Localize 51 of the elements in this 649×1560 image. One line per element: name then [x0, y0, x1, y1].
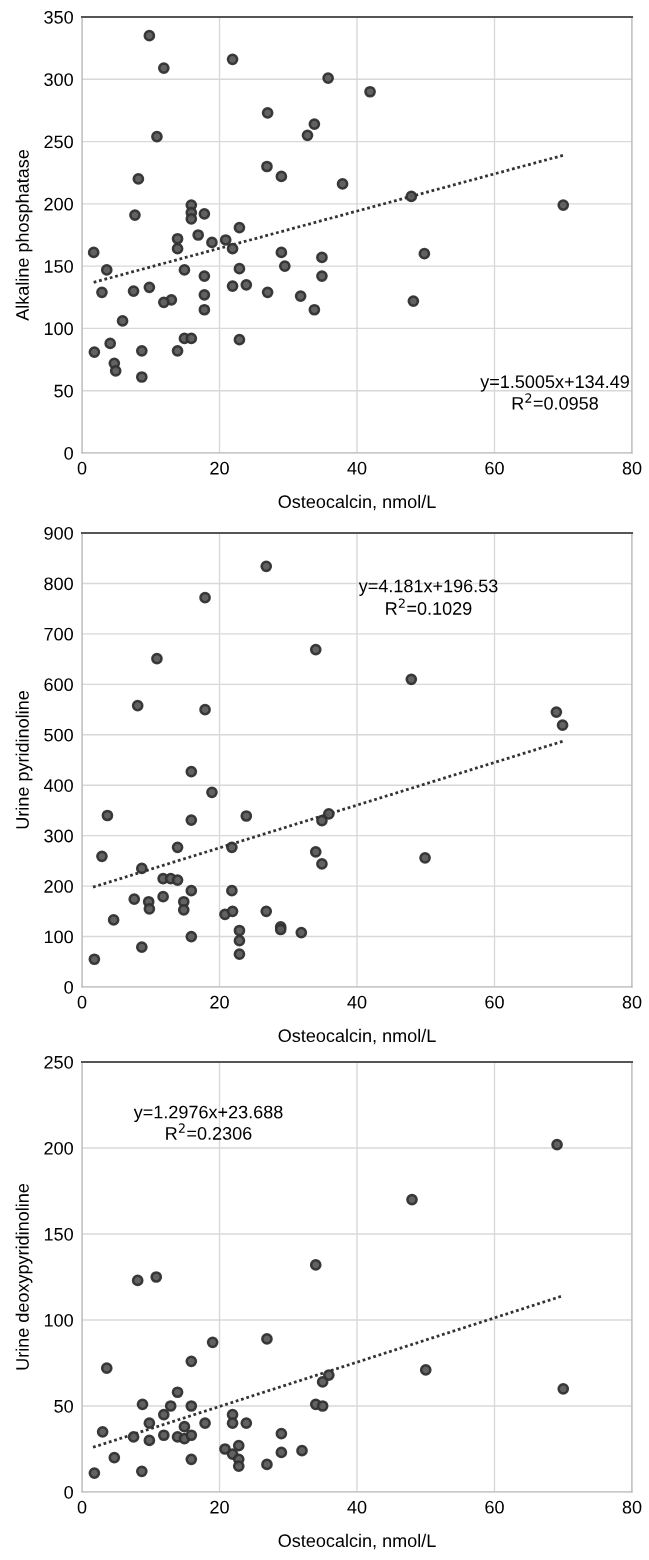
y-tick-label: 400 — [43, 779, 73, 792]
annotation: R$^{2}$=0.2306 — [166, 1123, 252, 1140]
x-tick-label: 80 — [622, 995, 642, 1009]
y-tick-label: 100 — [44, 1313, 73, 1327]
x-tick-label: 0 — [77, 1500, 87, 1514]
x-tick-label: 0 — [77, 995, 87, 1009]
y-tick-label: 250 — [44, 135, 73, 149]
y-axis-title: Urine deoxypyridinoline — [15, 1183, 33, 1370]
x-tick-label: 60 — [485, 1500, 504, 1514]
annotation: R$^{2}$=0.0958 — [512, 393, 598, 410]
y-tick-label: 0 — [64, 446, 73, 460]
y-tick-label: 150 — [44, 1227, 73, 1241]
annotation: y=1.2976x+23.688 — [133, 1105, 283, 1123]
y-tick-label: 0 — [64, 1485, 73, 1499]
y-tick-label: 500 — [44, 728, 73, 742]
y-tick-label: 800 — [44, 577, 73, 591]
x-tick-label: 60 — [485, 461, 504, 475]
y-tick-label: 150 — [44, 260, 73, 273]
x-tick-label: 20 — [210, 461, 229, 475]
y-tick-label: 100 — [44, 930, 73, 944]
y-tick-label: 50 — [54, 384, 73, 398]
x-tick-label: 20 — [210, 995, 229, 1009]
y-tick-label: 600 — [44, 678, 73, 692]
annotation: y=4.181x+196.53 — [358, 579, 498, 596]
y-tick-label: 0 — [64, 980, 73, 994]
y-tick-label: 900 — [44, 526, 73, 540]
x-tick-label: 20 — [210, 1500, 229, 1514]
y-axis-title: Urine pyridinoline — [15, 691, 33, 829]
x-axis-title: Osteocalcin, nmol/L — [278, 494, 436, 511]
y-tick-label: 250 — [44, 1055, 73, 1069]
x-tick-label: 40 — [347, 461, 367, 475]
y-axis-title: Alkaline phosphatase — [15, 149, 33, 321]
annotation: R$^{2}$=0.1029 — [386, 598, 472, 615]
x-tick-label: 80 — [622, 461, 642, 475]
x-axis-title: Osteocalcin, nmol/L — [278, 1533, 436, 1550]
y-tick-label: 300 — [44, 73, 73, 87]
y-tick-label: 200 — [44, 1141, 73, 1155]
y-tick-label: 350 — [44, 10, 73, 24]
y-tick-label: 200 — [44, 880, 73, 893]
y-tick-label: 700 — [44, 627, 73, 641]
x-tick-label: 0 — [77, 461, 87, 475]
x-tick-label: 40 — [347, 1500, 367, 1514]
x-axis-title: Osteocalcin, nmol/L — [278, 1028, 436, 1045]
x-tick-label: 80 — [622, 1500, 642, 1514]
y-tick-label: 200 — [44, 197, 73, 211]
annotation: y=1.5005x+134.49 — [480, 375, 629, 392]
y-tick-label: 100 — [44, 322, 73, 336]
x-tick-label: 60 — [485, 995, 504, 1009]
y-tick-label: 50 — [54, 1399, 73, 1413]
x-tick-label: 40 — [347, 995, 367, 1009]
y-tick-label: 300 — [44, 829, 73, 843]
